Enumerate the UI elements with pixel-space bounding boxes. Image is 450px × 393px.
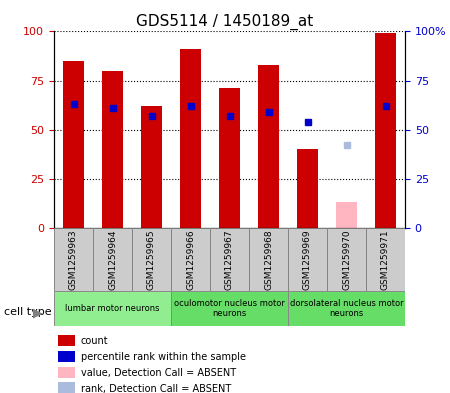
Text: GSM1259971: GSM1259971 — [381, 229, 390, 290]
FancyBboxPatch shape — [93, 228, 132, 291]
FancyBboxPatch shape — [327, 228, 366, 291]
FancyBboxPatch shape — [54, 228, 93, 291]
FancyBboxPatch shape — [288, 228, 327, 291]
Bar — [58, 351, 75, 362]
Bar — [58, 335, 75, 347]
Text: GSM1259964: GSM1259964 — [108, 229, 117, 290]
Bar — [180, 49, 201, 228]
Text: GSM1259966: GSM1259966 — [186, 229, 195, 290]
FancyBboxPatch shape — [249, 228, 288, 291]
Bar — [297, 149, 318, 228]
Text: GSM1259968: GSM1259968 — [264, 229, 273, 290]
Bar — [375, 33, 396, 228]
Text: GSM1259969: GSM1259969 — [303, 229, 312, 290]
Text: lumbar motor neurons: lumbar motor neurons — [65, 304, 160, 313]
Text: ▶: ▶ — [33, 306, 43, 319]
FancyBboxPatch shape — [288, 291, 405, 326]
Bar — [219, 88, 240, 228]
FancyBboxPatch shape — [171, 228, 210, 291]
FancyBboxPatch shape — [171, 291, 288, 326]
Bar — [63, 61, 84, 228]
Text: value, Detection Call = ABSENT: value, Detection Call = ABSENT — [81, 368, 236, 378]
Text: GDS5114 / 1450189_at: GDS5114 / 1450189_at — [136, 14, 314, 30]
Bar — [58, 367, 75, 378]
Text: dorsolateral nucleus motor
neurons: dorsolateral nucleus motor neurons — [290, 299, 403, 318]
FancyBboxPatch shape — [54, 291, 171, 326]
Text: GSM1259970: GSM1259970 — [342, 229, 351, 290]
FancyBboxPatch shape — [366, 228, 405, 291]
FancyBboxPatch shape — [132, 228, 171, 291]
Text: percentile rank within the sample: percentile rank within the sample — [81, 352, 246, 362]
Bar — [258, 65, 279, 228]
Text: count: count — [81, 336, 108, 347]
Text: cell type: cell type — [4, 307, 52, 318]
Text: GSM1259965: GSM1259965 — [147, 229, 156, 290]
Bar — [141, 106, 162, 228]
Text: GSM1259967: GSM1259967 — [225, 229, 234, 290]
Text: rank, Detection Call = ABSENT: rank, Detection Call = ABSENT — [81, 384, 231, 393]
Text: GSM1259963: GSM1259963 — [69, 229, 78, 290]
Text: oculomotor nucleus motor
neurons: oculomotor nucleus motor neurons — [174, 299, 285, 318]
Bar — [336, 202, 357, 228]
Bar — [58, 382, 75, 393]
FancyBboxPatch shape — [210, 228, 249, 291]
Bar — [102, 71, 123, 228]
